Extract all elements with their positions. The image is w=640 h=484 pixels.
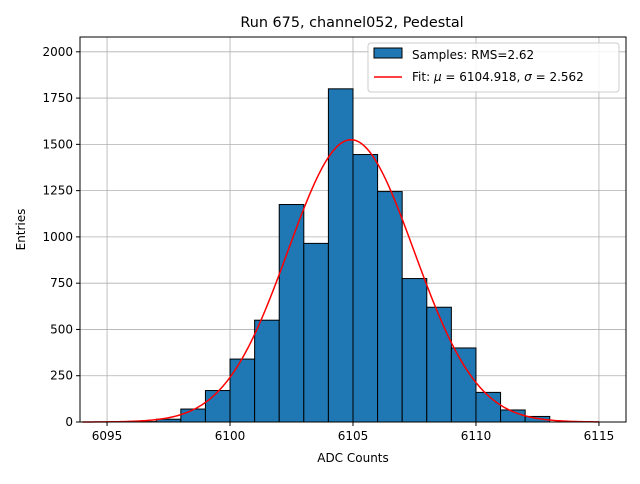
y-tick-label: 0 [65, 415, 73, 429]
y-tick-label: 250 [50, 369, 73, 383]
y-tick-label: 750 [50, 276, 73, 290]
x-tick-label: 6095 [92, 429, 123, 443]
legend-label-fit: Fit: μ = 6104.918, σ = 2.562 [412, 70, 584, 84]
chart-title: Run 675, channel052, Pedestal [240, 15, 463, 31]
y-tick-label: 2000 [42, 45, 73, 59]
x-axis-ticks: 6095 6100 6105 6110 6115 [92, 422, 614, 443]
legend-label-samples: Samples: RMS=2.62 [412, 48, 534, 62]
x-axis-label: ADC Counts [317, 451, 389, 465]
x-tick-label: 6110 [461, 429, 492, 443]
histogram-bar [328, 89, 353, 422]
legend: Samples: RMS=2.62 Fit: μ = 6104.918, σ =… [368, 43, 619, 92]
histogram-bar [205, 391, 230, 422]
y-tick-label: 500 [50, 322, 73, 336]
histogram-bar [378, 192, 403, 422]
histogram-bar [451, 348, 476, 422]
histogram-bar [279, 205, 304, 422]
legend-patch-samples [374, 48, 402, 58]
histogram-bar [304, 243, 329, 422]
histogram-bar [427, 307, 452, 422]
y-tick-label: 1250 [42, 184, 73, 198]
histogram-bar [230, 359, 255, 422]
x-tick-label: 6115 [584, 429, 615, 443]
histogram-bar [353, 155, 378, 422]
x-tick-label: 6100 [215, 429, 246, 443]
y-tick-label: 1750 [42, 91, 73, 105]
y-tick-label: 1000 [42, 230, 73, 244]
x-tick-label: 6105 [338, 429, 369, 443]
histogram-bar [402, 279, 427, 422]
histogram-bar [181, 409, 206, 422]
y-tick-label: 1500 [42, 137, 73, 151]
y-axis-label: Entries [14, 209, 28, 251]
y-axis-ticks: 0 250 500 750 1000 1250 1500 1750 2000 [42, 45, 80, 429]
histogram-bar [476, 392, 501, 422]
histogram-bar [255, 320, 280, 422]
